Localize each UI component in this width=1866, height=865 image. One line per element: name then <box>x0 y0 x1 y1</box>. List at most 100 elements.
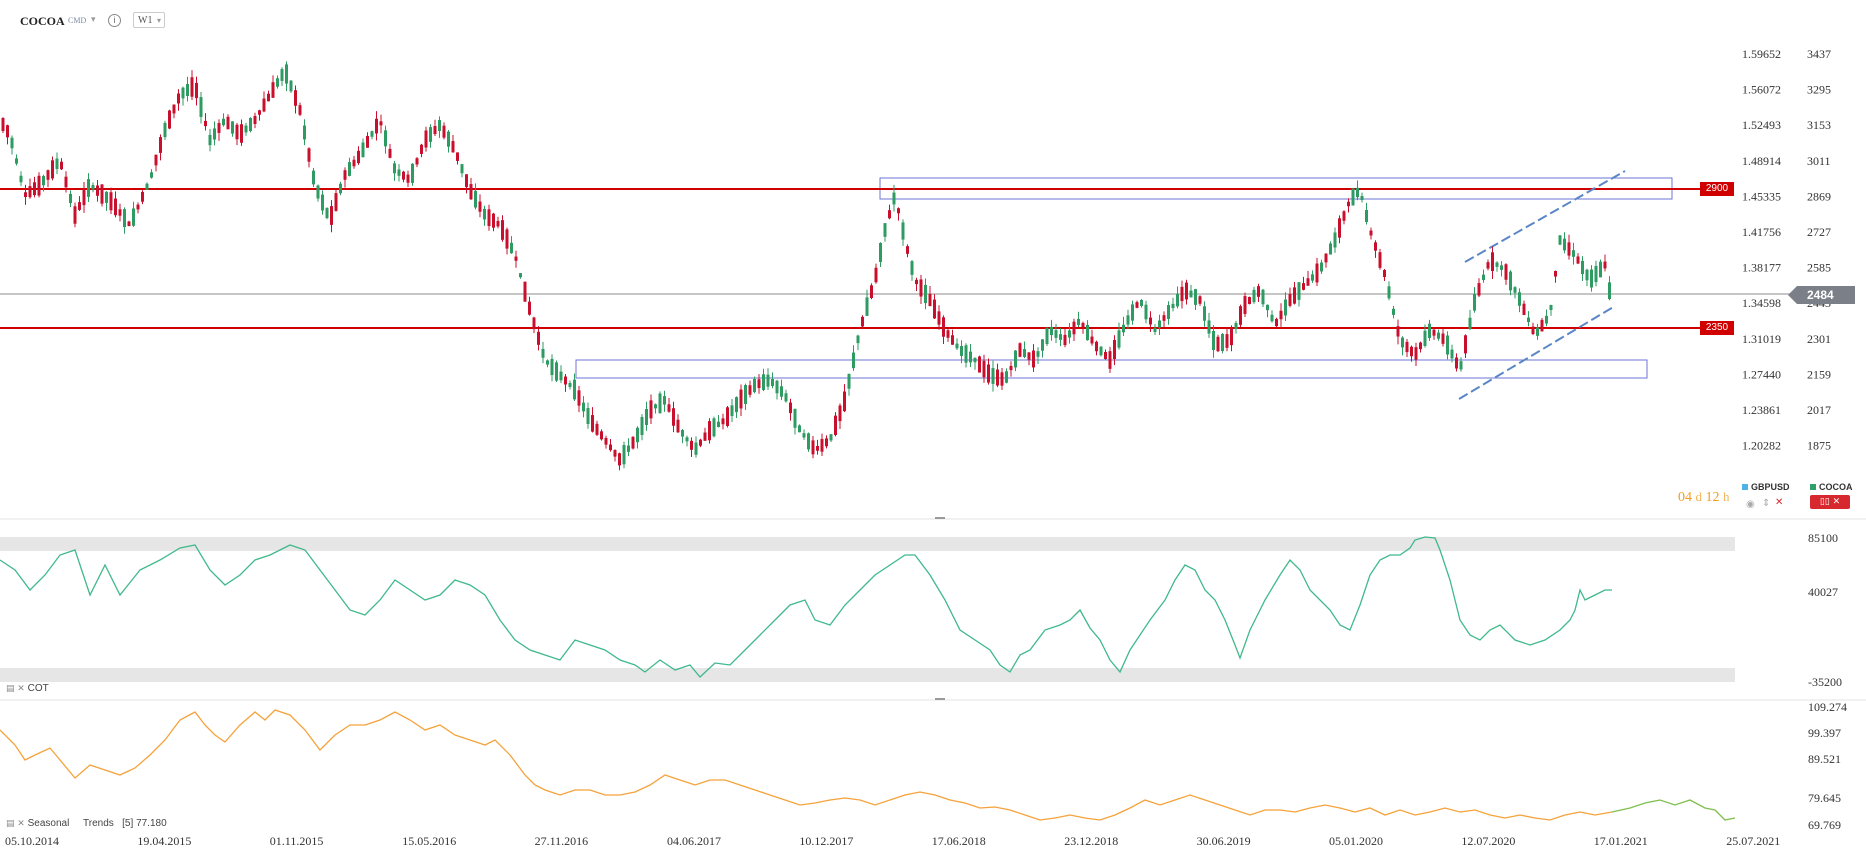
candle-body <box>816 445 819 451</box>
level-badge-upper[interactable]: 2900 <box>1700 182 1734 196</box>
candle-body <box>654 404 657 409</box>
resize-handle[interactable] <box>935 698 945 700</box>
candle-body <box>748 385 752 395</box>
candle-body <box>1473 294 1476 311</box>
candle-body <box>604 437 608 445</box>
timer-days-unit: d <box>1695 489 1703 504</box>
seasonal-tick-label: 69.769 <box>1808 818 1841 832</box>
time-tick-label: 05.01.2020 <box>1329 834 1383 848</box>
time-tick-label: 25.07.2021 <box>1726 834 1780 848</box>
candle-body <box>717 421 720 427</box>
legend-cocoa[interactable]: COCOA <box>1810 482 1853 492</box>
candle-body <box>564 376 567 385</box>
cocoa-series-controls[interactable]: ▯▯ ✕ <box>1810 495 1850 509</box>
candle-body <box>1005 371 1008 383</box>
move-icon[interactable]: ⇕ <box>1762 498 1771 509</box>
candle-body <box>766 374 770 387</box>
last-price-badge: 2484 <box>1788 286 1855 304</box>
candle-body <box>1144 304 1148 320</box>
candle-body <box>352 159 356 167</box>
candle-body <box>555 362 558 381</box>
candle-body <box>928 293 932 307</box>
candle-body <box>618 453 621 466</box>
candle-body <box>1045 327 1049 345</box>
candle-body <box>573 379 576 400</box>
candle-body <box>906 246 909 254</box>
time-tick-label: 23.12.2018 <box>1064 834 1118 848</box>
candle-body <box>789 402 792 414</box>
candle-body <box>442 125 446 138</box>
candle-body <box>1554 270 1557 277</box>
candle-body <box>1567 242 1571 256</box>
candle-body <box>1468 317 1472 329</box>
candle-body <box>1378 252 1382 268</box>
candle-body <box>775 380 779 394</box>
candle-body <box>690 440 693 450</box>
candle-body <box>438 120 441 131</box>
time-tick-label: 05.10.2014 <box>5 834 59 848</box>
candle-body <box>1009 365 1013 371</box>
close-icon[interactable]: ✕ <box>1775 497 1784 508</box>
candle-body <box>388 148 392 158</box>
seasonal-label: Seasonal <box>27 818 70 829</box>
panel-close-icon[interactable]: ✕ <box>17 684 25 694</box>
panel-collapse-icon[interactable]: ▤ <box>6 684 15 694</box>
candle-body <box>1050 326 1053 336</box>
candle-body <box>924 284 927 304</box>
price-tick-label: 3153 <box>1807 118 1831 132</box>
cot-axis: 85100 40027 -35200 <box>1808 531 1842 689</box>
candle-body <box>1270 314 1274 322</box>
candle-body <box>487 209 491 227</box>
info-icon[interactable]: i <box>108 14 121 27</box>
candle-body <box>213 128 216 140</box>
candle-body <box>613 450 617 457</box>
panel-close-icon[interactable]: ✕ <box>17 819 25 829</box>
candle-body <box>1167 305 1170 319</box>
candle-body <box>276 78 279 87</box>
candle-body <box>1531 326 1535 335</box>
candle-body <box>1396 326 1400 337</box>
candle-body <box>1185 282 1188 300</box>
price-tick-label: 1.45335 <box>1742 189 1781 203</box>
candle-body <box>249 117 252 132</box>
time-tick-label: 17.06.2018 <box>932 834 986 848</box>
candle-body <box>1117 330 1121 348</box>
candle-body <box>397 169 401 176</box>
panel-collapse-icon[interactable]: ▤ <box>6 819 15 829</box>
candle-body <box>1432 329 1436 336</box>
symbol-name[interactable]: COCOA <box>20 14 65 28</box>
legend-gbpusd[interactable]: GBPUSD <box>1742 482 1790 492</box>
resize-handle[interactable] <box>935 517 945 519</box>
candle-body <box>1077 318 1080 326</box>
candle-body <box>807 433 810 450</box>
legend-gbpusd-label: GBPUSD <box>1751 482 1790 492</box>
cot-tick-label: 40027 <box>1808 585 1838 599</box>
candle-body <box>829 434 833 441</box>
candle-body <box>739 389 743 409</box>
candle-body <box>1347 201 1350 207</box>
candle-body <box>1063 334 1067 346</box>
candle-body <box>1248 296 1251 305</box>
candle-body <box>510 242 513 254</box>
caret-down-icon[interactable]: ▾ <box>91 14 96 24</box>
candle-body <box>1207 320 1211 334</box>
eye-icon[interactable]: ◉ <box>1746 499 1755 510</box>
legend-cocoa-label: COCOA <box>1819 482 1853 492</box>
price-tick-label: 1875 <box>1807 439 1831 453</box>
level-badge-lower[interactable]: 2350 <box>1700 321 1734 335</box>
timeframe-select[interactable]: W1 ▾ <box>133 12 165 28</box>
candle-body <box>1212 331 1215 350</box>
remove-series-icon[interactable]: ✕ <box>1832 497 1841 507</box>
channel-lower-line[interactable] <box>1458 305 1616 400</box>
candle-body <box>1095 341 1098 352</box>
candle-body <box>483 208 486 220</box>
candle-body <box>1158 320 1161 328</box>
channel-upper-line[interactable] <box>1464 170 1626 263</box>
candle-body <box>1410 346 1413 357</box>
candle-body <box>1311 274 1314 281</box>
candle-body <box>1068 330 1071 338</box>
candle-body <box>343 170 347 180</box>
candle-body <box>640 417 644 435</box>
candle-body <box>870 285 873 299</box>
